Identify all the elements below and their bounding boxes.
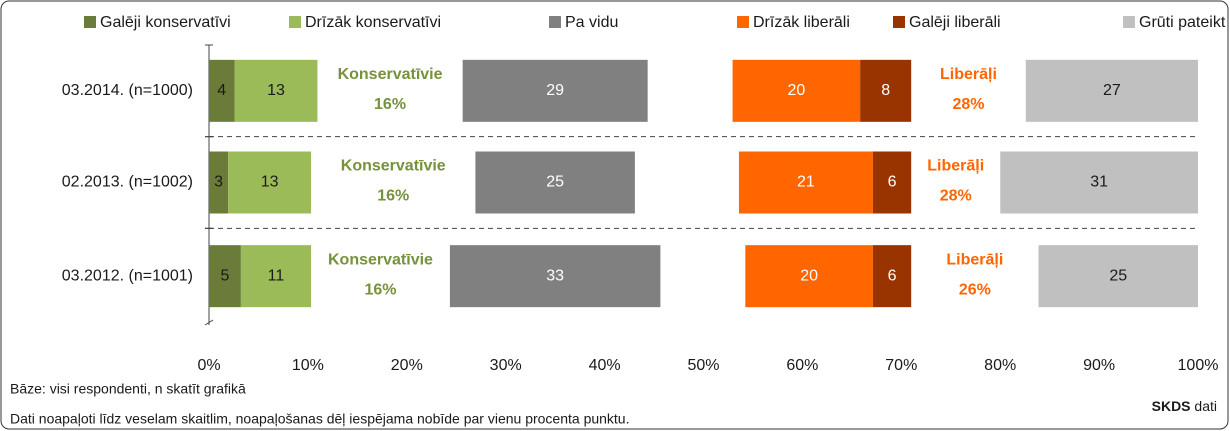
bar-segment bbox=[732, 59, 861, 122]
bar-value-label: 6 bbox=[888, 267, 897, 284]
bar-value-label: 20 bbox=[800, 267, 818, 284]
legend-swatch bbox=[893, 16, 905, 28]
legend-label: Grūti pateikt bbox=[1139, 14, 1226, 31]
bar-segment bbox=[462, 59, 648, 122]
x-tick-label: 80% bbox=[984, 357, 1016, 374]
bar-value-label: 29 bbox=[546, 82, 564, 99]
bar-segment bbox=[475, 151, 635, 214]
summary-value: 28% bbox=[952, 96, 984, 113]
bar-value-label: 13 bbox=[267, 82, 285, 99]
summary-name: Konservatīvie bbox=[328, 251, 433, 268]
legend-swatch bbox=[549, 16, 561, 28]
x-tick-label: 10% bbox=[292, 357, 324, 374]
legend-swatch bbox=[1123, 16, 1135, 28]
note: Bāze: visi respondenti, n skatīt grafikā bbox=[10, 381, 246, 397]
source-name: SKDS bbox=[1152, 398, 1191, 414]
legend-label: Drīzāk liberāli bbox=[753, 14, 850, 31]
bar-segment bbox=[738, 151, 873, 214]
summary-name: Konservatīvie bbox=[341, 158, 446, 175]
summary-value: 26% bbox=[959, 281, 991, 298]
summary-value: 28% bbox=[940, 188, 972, 205]
summary-value: 16% bbox=[374, 96, 406, 113]
bar-value-label: 8 bbox=[881, 82, 890, 99]
x-tick-label: 40% bbox=[589, 357, 621, 374]
bar-value-label: 27 bbox=[1103, 82, 1121, 99]
note: Dati noapaļoti līdz veselam skaitlim, no… bbox=[10, 411, 630, 427]
bar-value-label: 11 bbox=[268, 267, 285, 284]
bar-segment bbox=[1025, 59, 1198, 122]
legend-label: Galēji liberāli bbox=[909, 14, 1001, 31]
bar-value-label: 25 bbox=[1109, 267, 1127, 284]
bar-value-label: 3 bbox=[214, 174, 223, 191]
summary-value: 16% bbox=[377, 188, 409, 205]
bar-segment bbox=[449, 245, 661, 308]
source: SKDS dati bbox=[1152, 398, 1217, 414]
bar-segment bbox=[1038, 245, 1198, 308]
bar-value-label: 13 bbox=[261, 174, 279, 191]
x-tick-label: 20% bbox=[391, 357, 423, 374]
bar-value-label: 4 bbox=[217, 82, 226, 99]
x-tick-label: 60% bbox=[786, 357, 818, 374]
category-label: 03.2014. (n=1000) bbox=[62, 82, 193, 99]
x-tick-label: 0% bbox=[197, 357, 220, 374]
x-tick-label: 30% bbox=[490, 357, 522, 374]
category-label: 02.2013. (n=1002) bbox=[62, 174, 193, 191]
legend-swatch bbox=[737, 16, 749, 28]
bar-segment bbox=[240, 245, 312, 308]
bar-segment bbox=[1000, 151, 1198, 214]
x-tick-label: 70% bbox=[885, 357, 917, 374]
bar-value-label: 6 bbox=[888, 174, 897, 191]
category-label: 03.2012. (n=1001) bbox=[62, 267, 193, 284]
summary-name: Liberāļi bbox=[940, 66, 997, 83]
bar-segment bbox=[209, 151, 229, 214]
summary-value: 16% bbox=[364, 281, 396, 298]
bar-value-label: 20 bbox=[787, 82, 805, 99]
bar-segment bbox=[209, 245, 241, 308]
bar-segment bbox=[860, 59, 912, 122]
bar-value-label: 25 bbox=[546, 174, 564, 191]
summary-name: Liberāļi bbox=[927, 158, 984, 175]
bar-value-label: 31 bbox=[1090, 174, 1108, 191]
bar-segment bbox=[209, 59, 235, 122]
axis-tick bbox=[204, 319, 214, 326]
bar-segment bbox=[228, 151, 312, 214]
bar-value-label: 21 bbox=[797, 174, 815, 191]
x-tick-label: 90% bbox=[1083, 357, 1115, 374]
bar-value-label: 33 bbox=[546, 267, 564, 284]
summary-name: Liberāļi bbox=[946, 251, 1003, 268]
x-tick-label: 100% bbox=[1178, 357, 1219, 374]
source-suffix: dati bbox=[1194, 398, 1217, 414]
bar-segment bbox=[872, 245, 912, 308]
bar-segment bbox=[872, 151, 912, 214]
bar-segment bbox=[234, 59, 318, 122]
summary-name: Konservatīvie bbox=[338, 66, 443, 83]
legend-swatch bbox=[289, 16, 301, 28]
legend-label: Drīzāk konservatīvi bbox=[305, 14, 441, 31]
legend-swatch bbox=[84, 16, 96, 28]
legend-label: Pa vidu bbox=[565, 14, 618, 31]
legend-label: Galēji konservatīvi bbox=[100, 14, 231, 31]
bar-segment bbox=[745, 245, 873, 308]
x-tick-label: 50% bbox=[687, 357, 719, 374]
bar-value-label: 5 bbox=[220, 267, 229, 284]
